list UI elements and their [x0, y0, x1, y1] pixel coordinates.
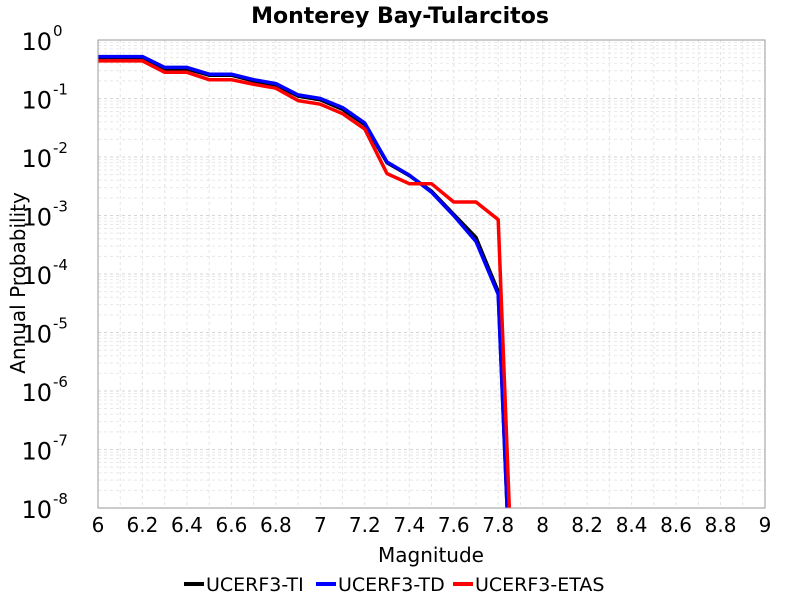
x-tick-labels: 6 6.2 6.4 6.6 6.8 7 7.2 7.4 7.6 7.8 8 8.2 8.4 8.6 8.8 9	[92, 513, 772, 537]
legend-label: UCERF3-TD	[338, 574, 445, 596]
y-tick-base: 10	[21, 262, 52, 290]
x-tick-label: 7	[314, 513, 327, 537]
y-tick-label: 10 -3	[21, 198, 68, 232]
x-axis-label: Magnitude	[378, 543, 484, 567]
plot-border	[97, 39, 766, 509]
x-tick-label: 7.2	[349, 513, 381, 537]
y-tick-exponent: -8	[53, 490, 68, 508]
x-tick-label: 8.6	[660, 513, 692, 537]
y-tick-label: 10 -2	[21, 139, 68, 173]
y-tick-base: 10	[21, 379, 52, 407]
y-tick-exponent: -4	[53, 256, 68, 274]
y-tick-base: 10	[21, 496, 52, 524]
chart-title: Monterey Bay-Tularcitos	[251, 4, 549, 29]
y-tick-exponent: -6	[53, 373, 68, 391]
y-tick-exponent: -5	[53, 315, 68, 333]
y-tick-base: 10	[21, 28, 52, 56]
y-tick-exponent: -1	[53, 81, 68, 99]
y-tick-label: 10 -7	[21, 432, 68, 466]
x-tick-label: 6.6	[215, 513, 247, 537]
series-line-ucerf3-td	[98, 54, 509, 508]
y-tick-label: 10 -5	[21, 315, 68, 349]
x-tick-label: 6.8	[260, 513, 292, 537]
legend-item-ucerf3-ti: UCERF3-TI	[184, 574, 304, 596]
y-tick-label: 10 -4	[21, 256, 68, 290]
y-tick-base: 10	[21, 321, 52, 349]
y-tick-label: 10 0	[21, 22, 62, 56]
y-tick-base: 10	[21, 438, 52, 466]
x-tick-label: 9	[759, 513, 772, 537]
y-tick-label: 10 -6	[21, 373, 68, 407]
legend-item-ucerf3-etas: UCERF3-ETAS	[453, 574, 604, 596]
y-tick-base: 10	[21, 87, 52, 115]
x-tick-label: 8.4	[616, 513, 648, 537]
x-tick-label: 8.2	[571, 513, 603, 537]
x-tick-label: 6.2	[127, 513, 159, 537]
x-tick-label: 7.6	[438, 513, 470, 537]
legend: UCERF3-TI UCERF3-TD UCERF3-ETAS	[184, 574, 604, 596]
legend-item-ucerf3-td: UCERF3-TD	[316, 574, 445, 596]
y-tick-exponent: -2	[53, 139, 68, 157]
y-tick-label: 10 -8	[21, 490, 68, 524]
x-tick-label: 6.4	[171, 513, 203, 537]
x-tick-label: 6	[92, 513, 105, 537]
plot-area	[97, 39, 766, 509]
legend-label: UCERF3-ETAS	[475, 574, 604, 596]
series-lines	[98, 54, 512, 508]
x-tick-label: 8	[536, 513, 549, 537]
y-tick-exponent: 0	[53, 22, 63, 40]
y-tick-base: 10	[21, 145, 52, 173]
y-axis-label: Annual Probability	[6, 192, 30, 374]
x-tick-label: 7.8	[482, 513, 514, 537]
y-tick-label: 10 -1	[21, 81, 68, 115]
y-tick-base: 10	[21, 204, 52, 232]
y-tick-exponent: -7	[53, 432, 68, 450]
legend-label: UCERF3-TI	[206, 574, 304, 596]
series-line-ucerf3-etas	[98, 59, 512, 508]
x-tick-label: 8.8	[705, 513, 737, 537]
y-tick-exponent: -3	[53, 198, 68, 216]
grid	[97, 40, 766, 509]
x-tick-label: 7.4	[393, 513, 425, 537]
